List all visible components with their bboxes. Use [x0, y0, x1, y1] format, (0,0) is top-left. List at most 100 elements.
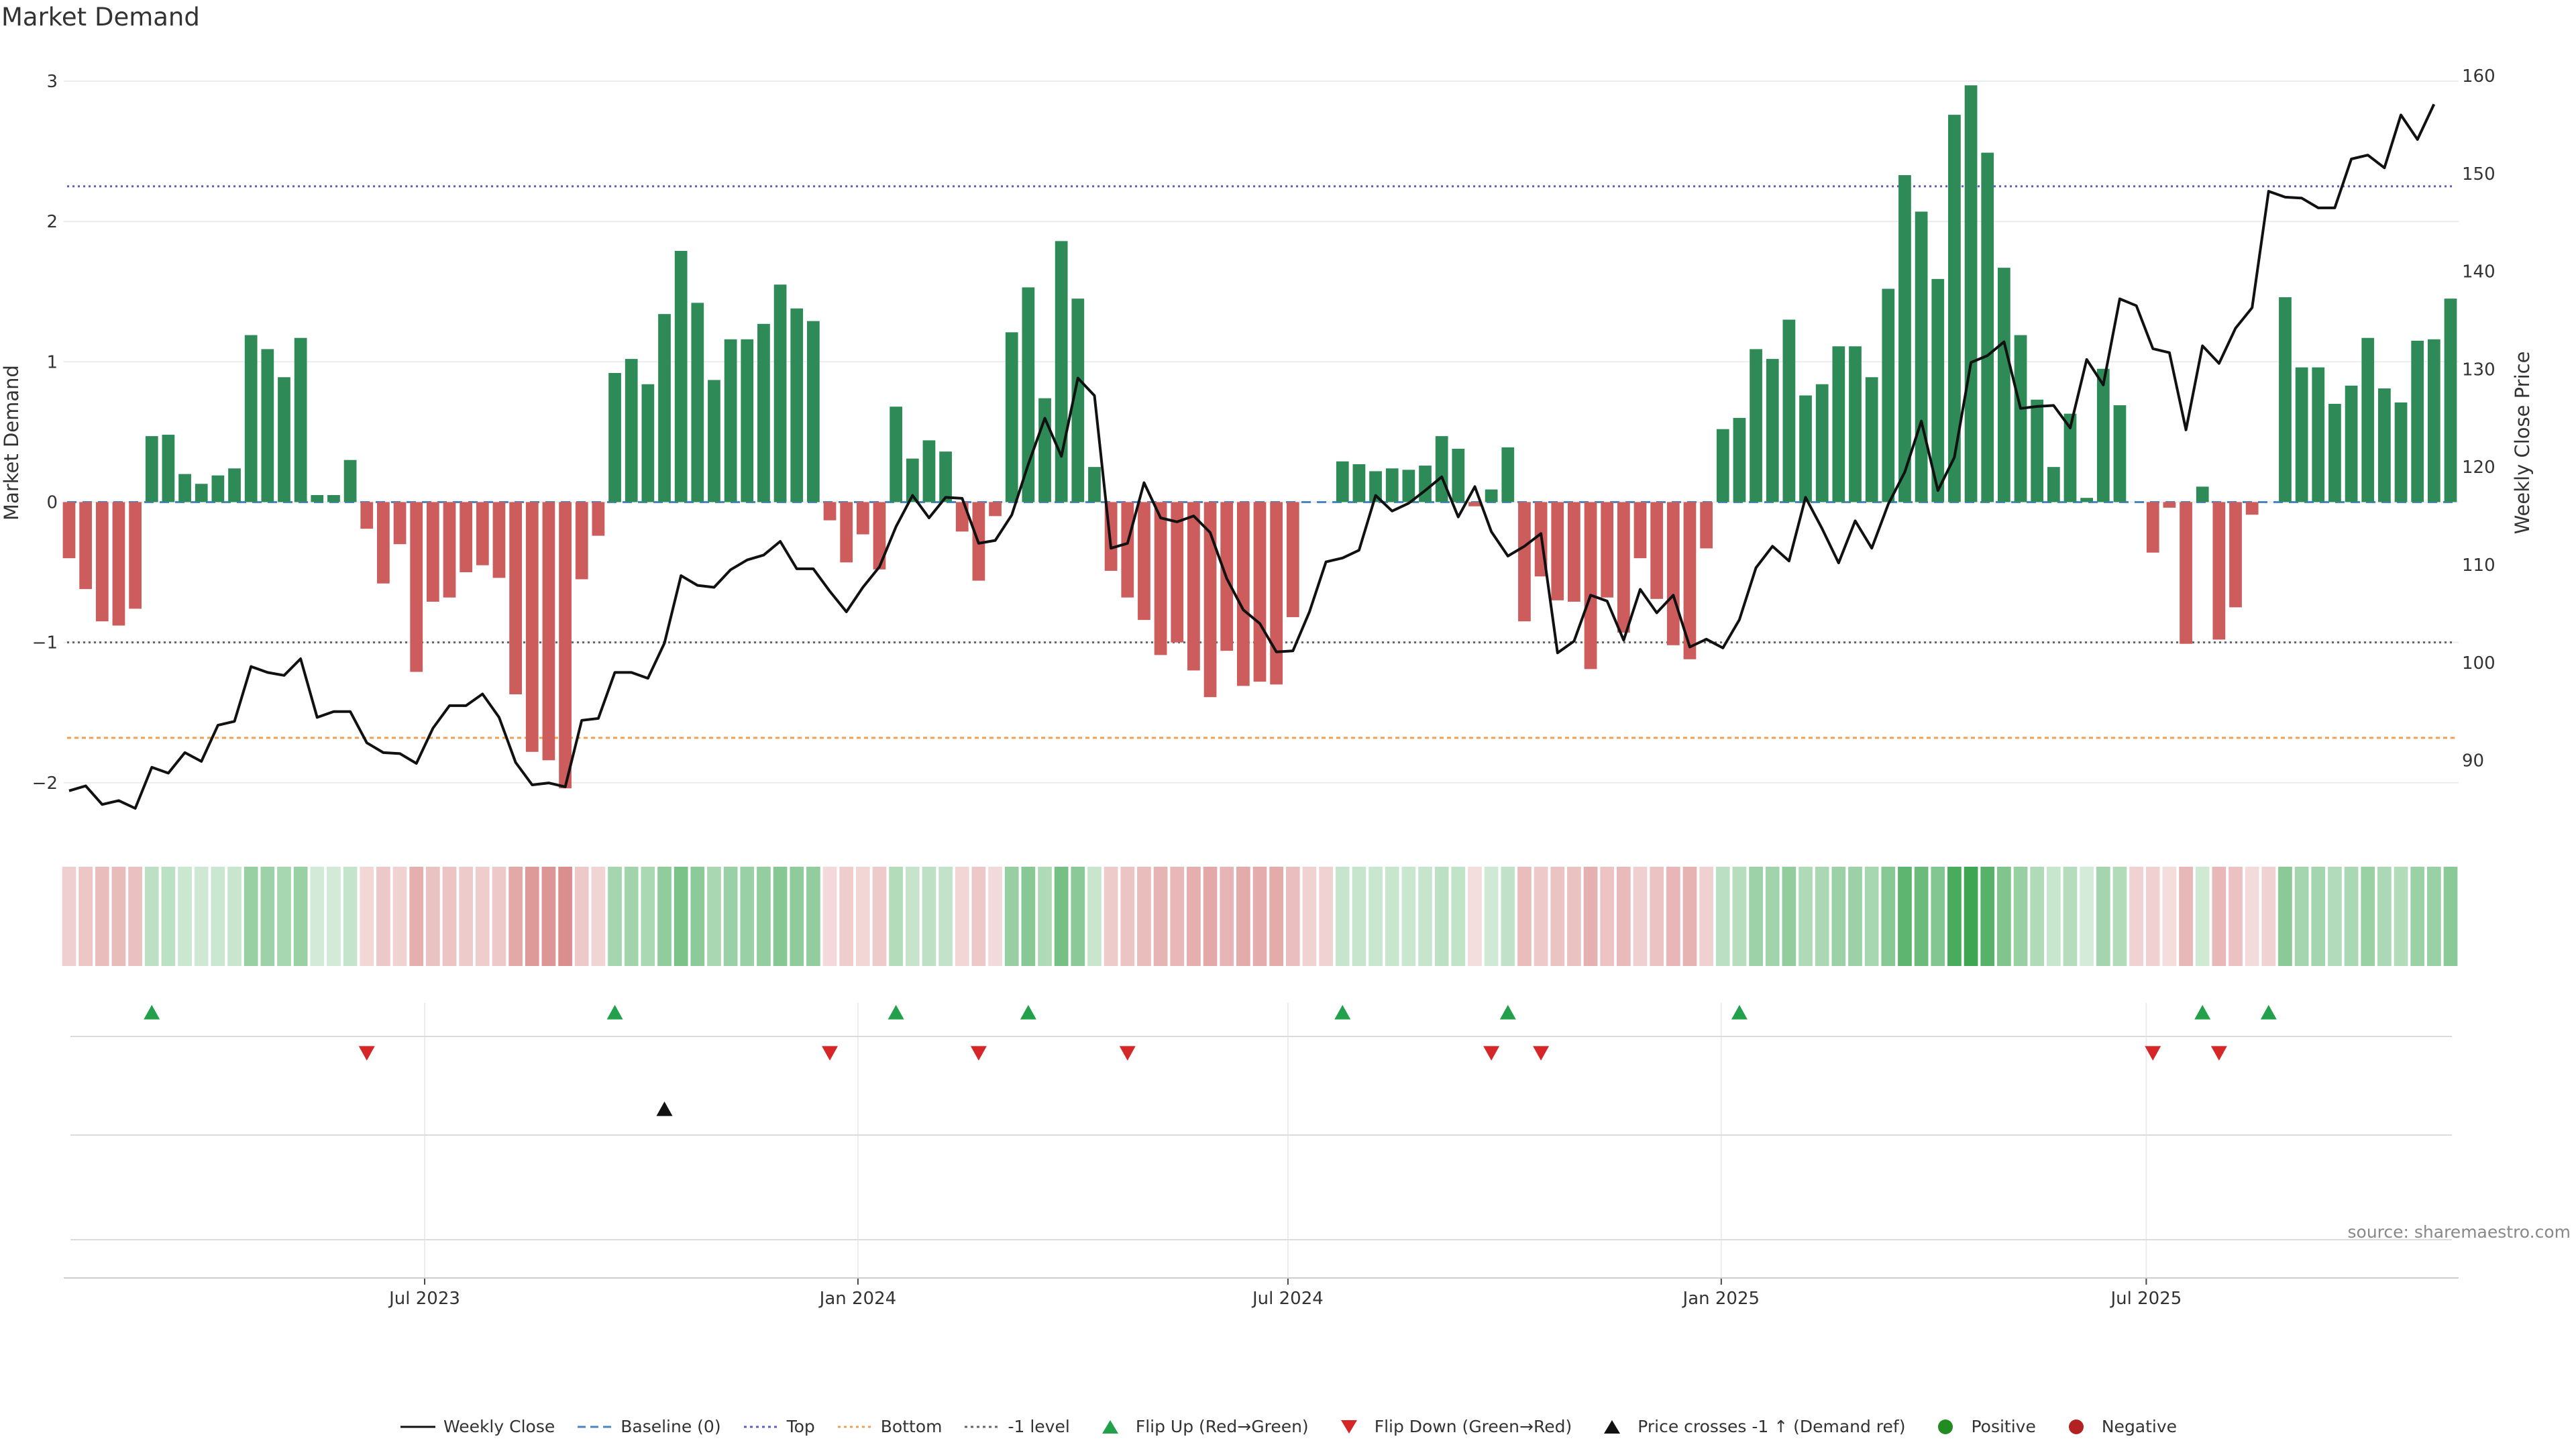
- legend-label: -1 level: [1008, 1417, 1070, 1436]
- y-tick-label: 2: [46, 212, 58, 232]
- demand-bar: [2411, 340, 2424, 502]
- heat-cell: [2046, 867, 2061, 966]
- heat-cell: [128, 867, 142, 966]
- heat-cell: [2195, 867, 2210, 966]
- heat-cell: [641, 867, 655, 966]
- demand-bar: [2345, 385, 2358, 502]
- demand-bar: [1501, 447, 1515, 502]
- heat-cell: [1749, 867, 1763, 966]
- x-tick-label: Jul 2025: [2109, 1289, 2182, 1309]
- heat-strip-layer: [62, 867, 2458, 966]
- demand-bar: [1998, 268, 2010, 502]
- y2-tick-label: 100: [2462, 653, 2496, 674]
- heat-cell: [1319, 867, 1333, 966]
- demand-bar: [410, 502, 423, 672]
- demand-bar: [1336, 461, 1349, 502]
- demand-bar: [807, 321, 820, 502]
- demand-bar: [129, 502, 142, 609]
- demand-bar: [1419, 466, 1432, 502]
- demand-bar: [1815, 384, 1829, 502]
- demand-bar: [674, 251, 688, 502]
- heat-cell: [1997, 867, 2011, 966]
- heat-cell: [608, 867, 622, 966]
- heat-cell: [1451, 867, 1466, 966]
- demand-bar: [377, 502, 390, 584]
- demand-bar: [1038, 398, 1051, 502]
- demand-bar: [1915, 211, 1928, 502]
- legend-item: Baseline (0): [576, 1417, 721, 1436]
- legend-swatch-icon: [578, 1426, 613, 1428]
- source-note: source: sharemaestro.com: [2347, 1222, 2571, 1242]
- y2-tick-label: 160: [2462, 66, 2496, 87]
- heat-cell: [1914, 867, 1929, 966]
- y-tick-label: 1: [46, 352, 58, 372]
- demand-bar: [773, 284, 787, 502]
- heat-cell: [1600, 867, 1615, 966]
- demand-bar: [575, 502, 588, 580]
- demand-bar: [840, 502, 853, 563]
- demand-bar: [1468, 502, 1481, 506]
- flip-up-marker: [1334, 1005, 1351, 1020]
- heat-cell: [1368, 867, 1383, 966]
- demand-bar: [1733, 417, 1746, 502]
- legend-label: Negative: [2101, 1417, 2178, 1436]
- heat-cell: [657, 867, 672, 966]
- heat-cell: [2179, 867, 2193, 966]
- demand-bar: [1551, 502, 1564, 600]
- demand-bar: [1286, 502, 1299, 617]
- flip-down-marker: [1119, 1046, 1136, 1061]
- x-tick-label: Jan 2024: [818, 1289, 897, 1309]
- heat-cell: [360, 867, 374, 966]
- heat-cell: [2112, 867, 2127, 966]
- heat-cell: [1236, 867, 1250, 966]
- legend-swatch-icon: [1938, 1419, 1953, 1434]
- heat-cell: [1699, 867, 1713, 966]
- heat-cell: [591, 867, 606, 966]
- demand-bar: [1270, 502, 1283, 685]
- legend-item: Top: [743, 1417, 815, 1436]
- heat-cell: [2080, 867, 2094, 966]
- demand-bar: [1055, 241, 1068, 502]
- demand-bar: [1485, 489, 1498, 502]
- heat-cell: [1401, 867, 1416, 966]
- flip-up-marker: [1731, 1005, 1748, 1020]
- flip-down-marker: [822, 1046, 839, 1061]
- heat-cell: [1285, 867, 1300, 966]
- heat-cell: [2096, 867, 2110, 966]
- demand-bar: [1171, 502, 1184, 643]
- demand-bar: [261, 349, 274, 502]
- heat-cell: [392, 867, 407, 966]
- weekly-close-line: [68, 103, 2436, 810]
- legend-swatch-icon: [1604, 1419, 1621, 1434]
- heat-cell: [2162, 867, 2177, 966]
- legend-label: Price crosses -1 ↑ (Demand ref): [1638, 1417, 1906, 1436]
- heat-cell: [2013, 867, 2028, 966]
- heat-cell: [426, 867, 440, 966]
- demand-bar: [625, 359, 638, 502]
- heat-cell: [955, 867, 969, 966]
- heat-cell: [1352, 867, 1366, 966]
- y2-tick-label: 150: [2462, 164, 2496, 184]
- heat-cell: [773, 867, 788, 966]
- demand-bar: [62, 502, 76, 559]
- legend-label: Positive: [1971, 1417, 2036, 1436]
- demand-bar: [823, 502, 837, 521]
- demand-bar: [1849, 346, 1862, 502]
- heat-cell: [1220, 867, 1234, 966]
- demand-bar: [278, 377, 290, 502]
- legend-item: Flip Down (Green→Red): [1330, 1417, 1572, 1436]
- demand-bar: [2361, 337, 2375, 502]
- legend-swatch-icon: [1102, 1419, 1118, 1434]
- heat-cell: [227, 867, 241, 966]
- demand-bar: [1518, 502, 1531, 622]
- heat-cell: [1137, 867, 1151, 966]
- heat-cell: [971, 867, 986, 966]
- demand-bar: [1369, 471, 1382, 502]
- heat-cell: [1831, 867, 1846, 966]
- heat-cell: [541, 867, 556, 966]
- demand-bar: [592, 502, 605, 536]
- heat-cell: [293, 867, 308, 966]
- y2-tick-label: 110: [2462, 555, 2496, 576]
- demand-bar: [244, 335, 258, 502]
- flip-up-marker: [888, 1005, 904, 1020]
